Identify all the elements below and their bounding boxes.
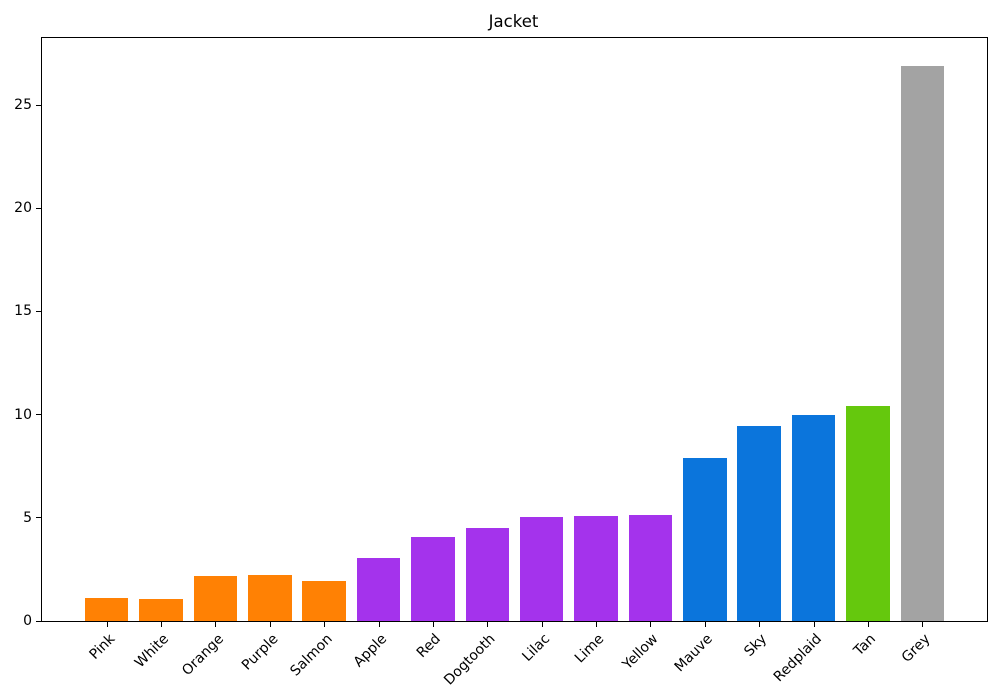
x-tick-mark — [650, 622, 652, 627]
chart-title: Jacket — [488, 12, 539, 31]
x-tick-label-redplaid: Redplaid — [770, 631, 825, 686]
x-tick-label-lime: Lime — [572, 631, 608, 667]
x-tick-mark — [324, 622, 326, 627]
bar-dogtooth — [465, 528, 510, 621]
x-tick-mark — [596, 622, 598, 627]
bar-salmon — [302, 580, 346, 621]
x-tick-label-apple: Apple — [350, 631, 390, 671]
y-tick-label-25: 25 — [14, 97, 32, 114]
bar-pink — [84, 598, 129, 621]
x-tick-label-mauve: Mauve — [671, 631, 717, 676]
x-tick-label-grey: Grey — [898, 631, 934, 666]
x-tick-label-yellow: Yellow — [619, 631, 662, 673]
bar-white — [139, 599, 183, 621]
plot-area: 0 5 10 15 20 25 Pink White Orange Purple Salmon Ap… — [14, 37, 988, 688]
y-tick-label-0: 0 — [23, 613, 32, 629]
y-tick-mark — [36, 207, 41, 209]
bar-redplaid — [791, 414, 836, 621]
x-tick-mark — [215, 622, 217, 627]
y-tick-mark — [36, 104, 41, 106]
bar-yellow — [628, 514, 673, 621]
bar-purple — [248, 574, 292, 621]
bar-tan — [846, 406, 890, 621]
x-tick-label-dogtooth: Dogtooth — [441, 631, 499, 689]
y-tick-label-10: 10 — [14, 406, 32, 423]
y-tick-mark — [36, 620, 41, 622]
bar-sky — [737, 425, 781, 621]
y-tick-mark — [36, 310, 41, 312]
y-tick-mark — [36, 414, 41, 416]
y-tick-label-5: 5 — [23, 509, 32, 526]
x-tick-label-pink: Pink — [86, 631, 119, 663]
bar-lilac — [519, 516, 564, 621]
x-tick-mark — [704, 622, 706, 627]
bar-lime — [574, 515, 618, 621]
x-tick-mark — [432, 622, 434, 627]
x-tick-mark — [378, 622, 380, 627]
y-tick-mark — [36, 517, 41, 519]
x-tick-mark — [759, 622, 761, 627]
x-tick-mark — [922, 622, 924, 627]
x-tick-mark — [106, 622, 108, 627]
y-tick-label-15: 15 — [14, 303, 32, 320]
x-tick-label-salmon: Salmon — [287, 631, 336, 680]
bar-red — [411, 537, 455, 621]
x-tick-label-white: White — [132, 631, 173, 672]
y-tick-label-20: 20 — [14, 200, 32, 217]
x-tick-mark — [161, 622, 163, 627]
bar-mauve — [683, 457, 727, 621]
x-tick-label-lilac: Lilac — [519, 631, 554, 665]
x-tick-label-red: Red — [414, 631, 445, 662]
x-tick-label-tan: Tan — [851, 631, 880, 660]
x-tick-mark — [813, 622, 815, 627]
x-tick-label-purple: Purple — [238, 631, 282, 674]
x-tick-mark — [487, 622, 489, 627]
bar-apple — [356, 558, 401, 621]
bar-grey — [900, 65, 945, 621]
x-tick-mark — [867, 622, 869, 627]
x-tick-mark — [269, 622, 271, 627]
bar-orange — [193, 575, 238, 621]
x-tick-label-sky: Sky — [741, 631, 771, 660]
x-tick-label-orange: Orange — [178, 631, 227, 679]
x-tick-mark — [541, 622, 543, 627]
